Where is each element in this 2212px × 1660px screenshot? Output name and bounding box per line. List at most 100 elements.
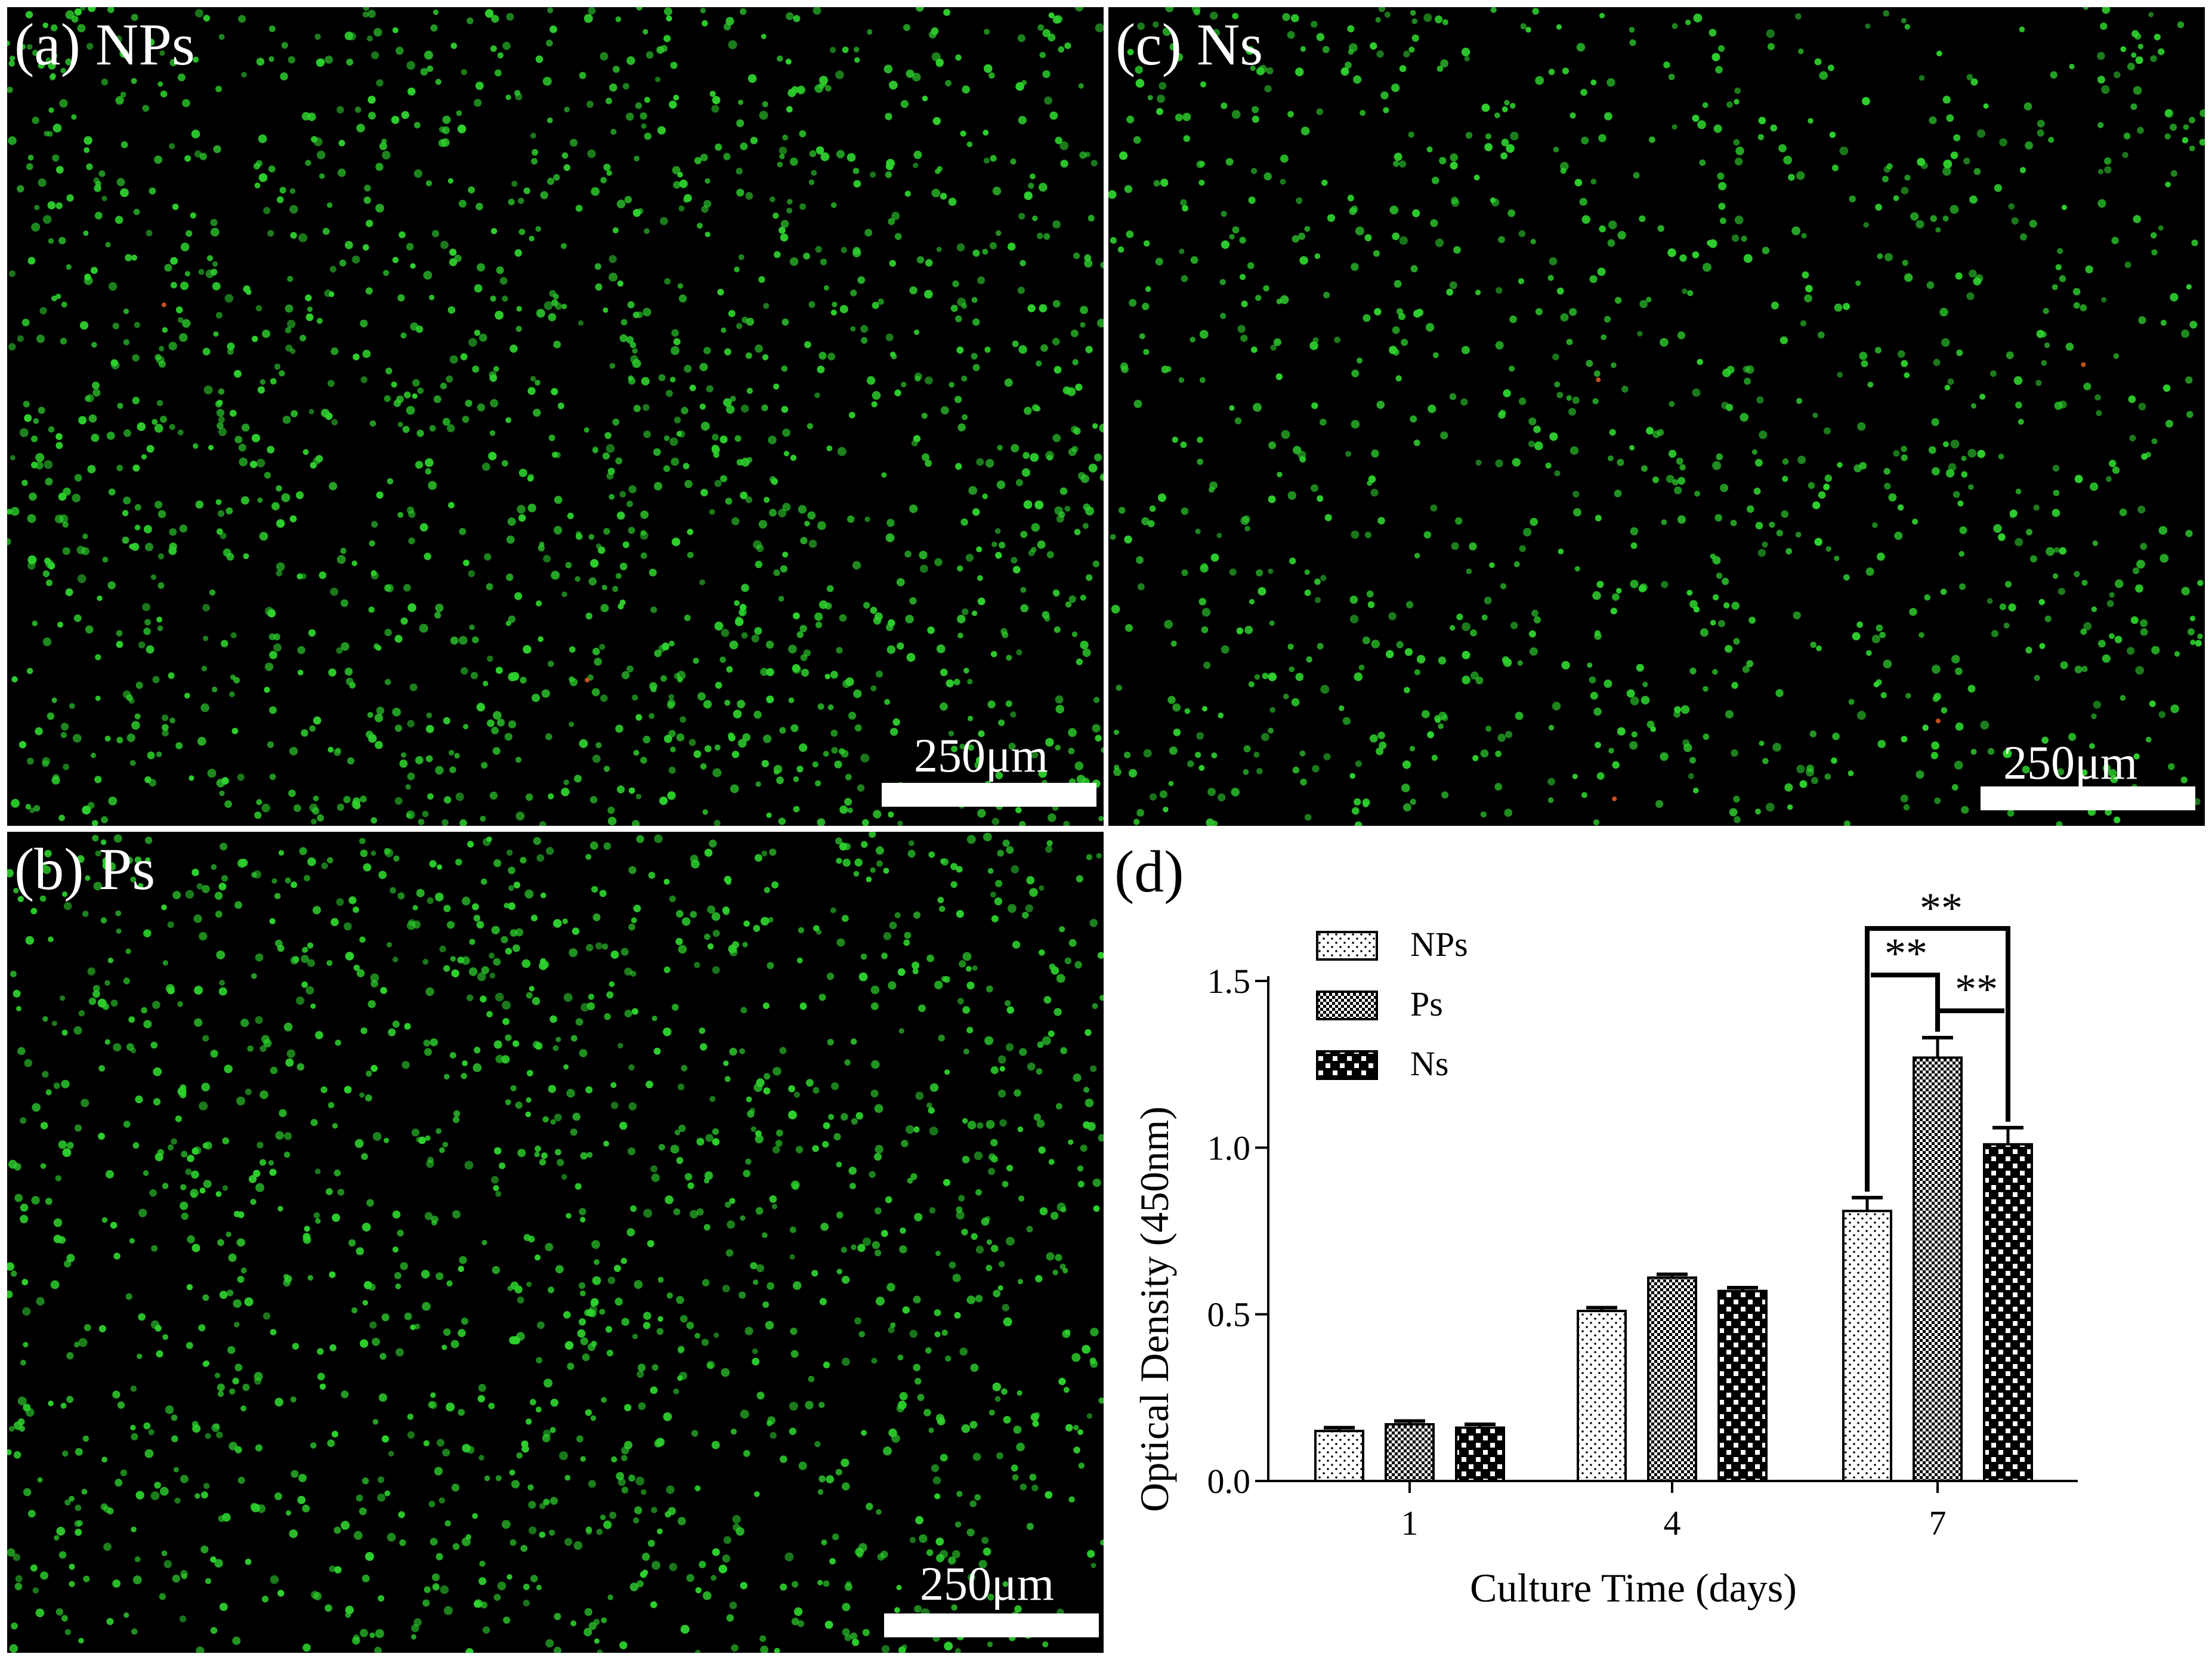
live-cell <box>1079 151 1087 159</box>
live-cell <box>397 294 405 302</box>
live-cell <box>1519 545 1526 553</box>
live-cell <box>1299 750 1306 757</box>
live-cell <box>34 205 40 211</box>
live-cell <box>1073 1446 1080 1454</box>
live-cell <box>495 667 503 674</box>
live-cell <box>1977 449 1985 458</box>
live-cell <box>495 1190 502 1197</box>
live-cell <box>554 495 563 504</box>
live-cell <box>515 92 523 101</box>
live-cell <box>268 1160 274 1166</box>
live-cell <box>1097 952 1104 959</box>
live-cell <box>1733 795 1740 803</box>
live-cell <box>647 1539 655 1547</box>
live-cell <box>157 1149 164 1156</box>
live-cell <box>27 514 36 523</box>
live-cell <box>240 859 248 867</box>
live-cell <box>1300 778 1307 786</box>
live-cell <box>382 150 391 160</box>
live-cell <box>1196 732 1204 740</box>
live-cell <box>285 304 294 313</box>
live-cell <box>842 1482 850 1491</box>
live-cell <box>815 146 824 155</box>
live-cell <box>482 1626 490 1634</box>
live-cell <box>1800 320 1807 327</box>
live-cell <box>1110 534 1116 540</box>
live-cell <box>750 137 758 144</box>
live-cell <box>42 865 51 874</box>
live-cell <box>798 1461 807 1470</box>
live-cell <box>91 752 96 758</box>
live-cell <box>899 1391 908 1400</box>
live-cell <box>162 729 169 737</box>
live-cell <box>648 712 655 719</box>
live-cell <box>416 888 425 897</box>
live-cell <box>391 381 397 388</box>
live-cell <box>448 502 455 508</box>
live-cell <box>948 730 954 737</box>
live-cell <box>407 1414 414 1420</box>
live-cell <box>1190 337 1195 343</box>
live-cell <box>1019 820 1026 826</box>
live-cell <box>941 976 947 982</box>
live-cell <box>211 864 217 870</box>
live-cell <box>329 266 336 273</box>
live-cell <box>330 918 339 927</box>
live-cell <box>740 1409 749 1419</box>
live-cell <box>1349 773 1355 779</box>
live-cell <box>1859 351 1868 360</box>
live-cell <box>1314 578 1321 585</box>
live-cell <box>523 1584 530 1590</box>
live-cell <box>1068 748 1075 755</box>
live-cell <box>503 1616 511 1624</box>
live-cell <box>2008 203 2015 210</box>
live-cell <box>22 1307 31 1316</box>
live-cell <box>1877 553 1885 561</box>
live-cell <box>439 1147 445 1153</box>
live-cell <box>1547 777 1555 786</box>
live-cell <box>258 173 268 183</box>
live-cell <box>1423 531 1431 539</box>
live-cell <box>962 1156 970 1164</box>
live-cell <box>669 640 675 647</box>
live-cell <box>149 187 156 195</box>
live-cell <box>976 458 984 466</box>
live-cell <box>478 1577 487 1585</box>
live-cell <box>304 875 310 882</box>
scale-bar-label: 250μm <box>920 1558 1055 1610</box>
live-cell <box>835 837 842 845</box>
live-cell <box>815 780 821 786</box>
live-cell <box>591 1298 599 1307</box>
live-cell <box>501 1055 510 1064</box>
live-cell <box>2092 540 2098 547</box>
live-cell <box>1054 366 1062 374</box>
live-cell <box>1063 1387 1070 1393</box>
live-cell <box>1413 439 1420 446</box>
live-cell <box>721 1368 730 1377</box>
live-cell <box>2195 640 2202 647</box>
live-cell <box>1882 175 1889 183</box>
panel-label-b: (b) Ps <box>14 836 156 902</box>
live-cell <box>1201 706 1208 712</box>
live-cell <box>1019 1048 1027 1056</box>
live-cell <box>1315 597 1321 603</box>
live-cell <box>1652 476 1659 483</box>
live-cell <box>573 1541 583 1550</box>
live-cell <box>966 982 975 990</box>
live-cell <box>379 1353 387 1360</box>
live-cell <box>1979 393 1986 400</box>
live-cell <box>1824 427 1831 435</box>
live-cell <box>515 1101 523 1109</box>
live-cell <box>871 1357 878 1364</box>
live-cell <box>571 927 580 935</box>
live-cell <box>442 115 451 124</box>
live-cell <box>1055 1254 1062 1261</box>
live-cell <box>1484 143 1493 152</box>
live-cell <box>108 282 118 291</box>
live-cell <box>1142 303 1150 310</box>
live-cell <box>276 562 285 571</box>
live-cell <box>219 1291 228 1299</box>
live-cell <box>288 789 296 797</box>
live-cell <box>587 149 596 158</box>
live-cell <box>337 1189 345 1196</box>
